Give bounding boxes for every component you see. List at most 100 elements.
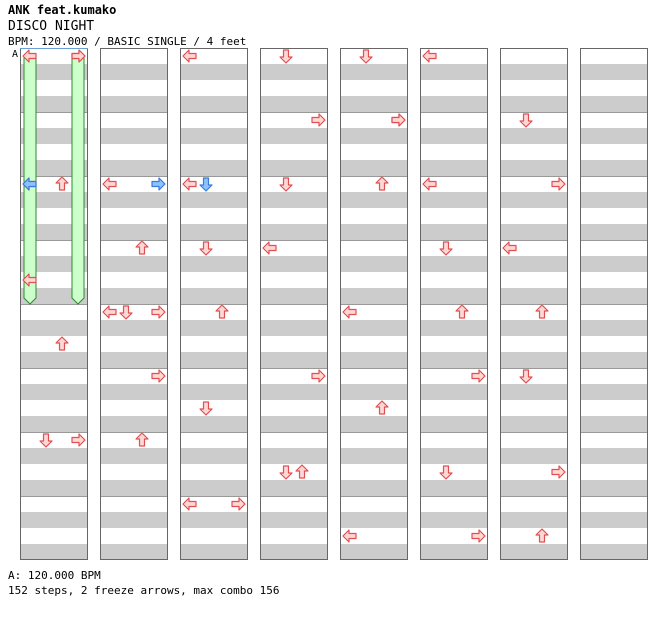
beat-stripe bbox=[260, 128, 328, 144]
beat-stripe bbox=[180, 128, 248, 144]
step-arrow-left bbox=[182, 49, 197, 63]
beat-stripe bbox=[100, 352, 168, 368]
step-arrow-up bbox=[215, 304, 229, 319]
step-arrow-blue-down bbox=[199, 177, 213, 192]
beat-stripe bbox=[100, 96, 168, 112]
beat-stripe bbox=[500, 64, 568, 80]
beat-stripe bbox=[580, 384, 648, 400]
beat-stripe bbox=[20, 128, 88, 144]
beat-stripe bbox=[340, 512, 408, 528]
beat-stripe bbox=[340, 544, 408, 560]
beat-stripe bbox=[260, 512, 328, 528]
beat-stripe bbox=[260, 288, 328, 304]
step-arrow-right bbox=[471, 369, 486, 383]
step-arrow-left bbox=[502, 241, 517, 255]
beat-stripe bbox=[420, 512, 488, 528]
beat-stripe bbox=[180, 416, 248, 432]
beat-stripe bbox=[420, 256, 488, 272]
beat-stripe bbox=[420, 224, 488, 240]
beat-stripe bbox=[420, 320, 488, 336]
beat-stripe bbox=[500, 160, 568, 176]
beat-stripe bbox=[260, 320, 328, 336]
step-arrow-up bbox=[375, 400, 389, 415]
step-arrow-left bbox=[102, 177, 117, 191]
beat-stripe bbox=[500, 480, 568, 496]
beat-stripe bbox=[580, 256, 648, 272]
beat-stripe bbox=[580, 96, 648, 112]
beat-stripe bbox=[420, 288, 488, 304]
beat-stripe bbox=[340, 160, 408, 176]
beat-stripe bbox=[580, 416, 648, 432]
step-arrow-left bbox=[422, 49, 437, 63]
chart-column-border bbox=[580, 48, 648, 560]
beat-stripe bbox=[500, 448, 568, 464]
beat-stripe bbox=[500, 256, 568, 272]
beat-stripe bbox=[340, 480, 408, 496]
beat-stripe bbox=[100, 480, 168, 496]
beat-stripe bbox=[260, 480, 328, 496]
step-arrow-left bbox=[422, 177, 437, 191]
beat-stripe bbox=[260, 160, 328, 176]
beat-stripe bbox=[180, 192, 248, 208]
beat-stripe bbox=[20, 96, 88, 112]
step-arrow-right bbox=[471, 529, 486, 543]
chart-column-border bbox=[420, 48, 488, 560]
beat-stripe bbox=[340, 256, 408, 272]
beat-stripe bbox=[340, 96, 408, 112]
step-arrow-left bbox=[182, 497, 197, 511]
beat-stripe bbox=[180, 512, 248, 528]
beat-stripe bbox=[20, 384, 88, 400]
step-arrow-down bbox=[279, 177, 293, 192]
step-arrow-up bbox=[375, 176, 389, 191]
beat-stripe bbox=[100, 384, 168, 400]
beat-stripe bbox=[500, 512, 568, 528]
beat-stripe bbox=[420, 192, 488, 208]
beat-stripe bbox=[580, 352, 648, 368]
beat-stripe bbox=[100, 160, 168, 176]
beat-stripe bbox=[100, 448, 168, 464]
step-arrow-left bbox=[342, 529, 357, 543]
step-arrow-left bbox=[182, 177, 197, 191]
beat-stripe bbox=[340, 128, 408, 144]
step-arrow-down bbox=[439, 241, 453, 256]
beat-stripe bbox=[100, 192, 168, 208]
step-arrow-right bbox=[551, 465, 566, 479]
beat-stripe bbox=[260, 544, 328, 560]
step-arrow-right bbox=[311, 113, 326, 127]
beat-stripe bbox=[260, 192, 328, 208]
beat-stripe bbox=[580, 512, 648, 528]
beat-stripe bbox=[340, 448, 408, 464]
beat-stripe bbox=[500, 384, 568, 400]
beat-stripe bbox=[500, 544, 568, 560]
step-arrow-blue-right bbox=[151, 177, 166, 191]
beat-stripe bbox=[580, 224, 648, 240]
chart-column-border bbox=[100, 48, 168, 560]
beat-stripe bbox=[180, 352, 248, 368]
step-arrow-up bbox=[535, 304, 549, 319]
chart-info: BPM: 120.000 / BASIC SINGLE / 4 feet bbox=[8, 35, 247, 48]
step-arrow-down bbox=[279, 465, 293, 480]
beat-stripe bbox=[180, 64, 248, 80]
step-arrow-down bbox=[119, 305, 133, 320]
step-arrow-blue-left bbox=[22, 177, 37, 191]
beat-stripe bbox=[340, 192, 408, 208]
step-arrow-down bbox=[199, 241, 213, 256]
beat-stripe bbox=[260, 224, 328, 240]
beat-stripe bbox=[180, 480, 248, 496]
step-arrow-left bbox=[22, 273, 37, 287]
step-stats: 152 steps, 2 freeze arrows, max combo 15… bbox=[8, 584, 280, 597]
beat-stripe bbox=[580, 544, 648, 560]
step-arrow-right bbox=[151, 369, 166, 383]
step-arrow-down bbox=[439, 465, 453, 480]
beat-stripe bbox=[500, 352, 568, 368]
beat-stripe bbox=[580, 64, 648, 80]
beat-stripe bbox=[100, 544, 168, 560]
step-arrow-left bbox=[342, 305, 357, 319]
step-arrow-up bbox=[455, 304, 469, 319]
beat-stripe bbox=[20, 64, 88, 80]
beat-stripe bbox=[580, 448, 648, 464]
beat-stripe bbox=[180, 288, 248, 304]
beat-stripe bbox=[340, 416, 408, 432]
beat-stripe bbox=[20, 288, 88, 304]
